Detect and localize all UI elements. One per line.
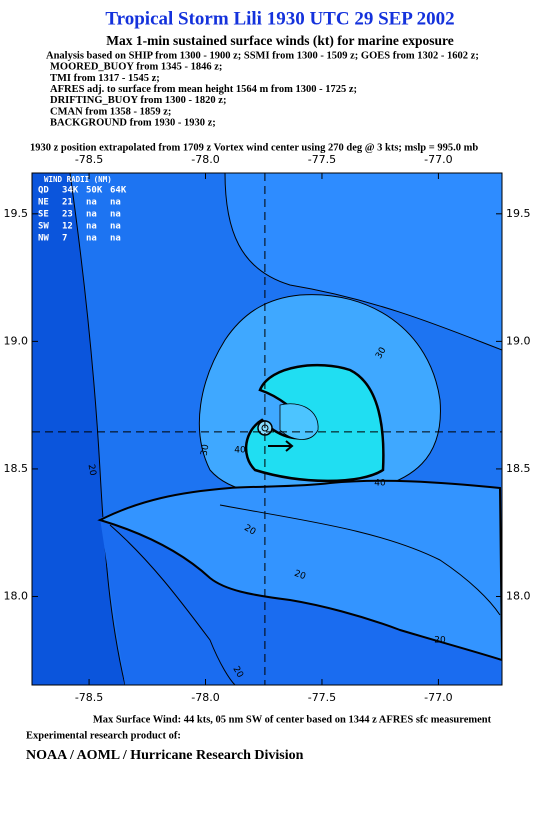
radii-header: 64K [110, 186, 127, 196]
y-tick-label: 18.0 [506, 589, 531, 602]
contour-label: 20 [86, 464, 98, 477]
radii-cell: na [110, 210, 121, 220]
radii-header: 34K [62, 186, 79, 196]
x-tick-label: -77.0 [424, 153, 452, 166]
y-tick-label: 19.0 [4, 334, 29, 347]
x-tick-label: -77.0 [424, 691, 452, 704]
contour-label: 20 [293, 569, 307, 582]
x-tick-label: -78.5 [75, 691, 103, 704]
radii-cell: SW [38, 222, 49, 232]
y-tick-label: 19.0 [506, 334, 531, 347]
y-tick-label: 19.5 [506, 207, 531, 220]
radii-title: WIND RADII (NM) [44, 175, 112, 184]
organization: NOAA / AOML / Hurricane Research Divisio… [26, 748, 304, 763]
analysis-line: BACKGROUND from 1930 - 1930 z; [50, 118, 216, 129]
contour-label: 30 [200, 443, 212, 456]
radii-cell: na [110, 234, 121, 244]
product-note: Experimental research product of: [26, 730, 181, 741]
analysis-line: DRIFTING_BUOY from 1300 - 1820 z; [50, 95, 226, 106]
radii-cell: 12 [62, 222, 73, 232]
analysis-line: CMAN from 1358 - 1859 z; [50, 106, 171, 117]
radii-cell: NE [38, 198, 49, 208]
radii-cell: SE [38, 210, 49, 220]
analysis-line: AFRES adj. to surface from mean height 1… [50, 84, 357, 95]
radii-header: 50K [86, 186, 103, 196]
contour-label: 40 [374, 479, 386, 489]
radii-cell: na [86, 210, 97, 220]
x-tick-label: -77.5 [308, 153, 336, 166]
radii-cell: na [110, 222, 121, 232]
radii-header: QD [38, 186, 49, 196]
radii-cell: na [86, 222, 97, 232]
contour-label: 40 [234, 446, 246, 456]
position-note: 1930 z position extrapolated from 1709 z… [30, 142, 478, 153]
x-tick-label: -78.0 [191, 153, 219, 166]
analysis-line: Analysis based on SHIP from 1300 - 1900 … [46, 50, 479, 61]
plot-frame [31, 172, 503, 686]
radii-cell: NW [38, 234, 49, 244]
subtitle: Max 1-min sustained surface winds (kt) f… [106, 33, 454, 48]
y-tick-label: 19.5 [4, 207, 29, 220]
analysis-line: TMI from 1317 - 1545 z; [50, 73, 160, 84]
title: Tropical Storm Lili 1930 UTC 29 SEP 2002 [105, 8, 454, 29]
x-tick-label: -77.5 [308, 691, 336, 704]
radii-cell: na [86, 198, 97, 208]
radii-cell: 7 [62, 234, 67, 244]
radii-cell: na [110, 198, 121, 208]
y-tick-label: 18.0 [4, 589, 29, 602]
y-tick-label: 18.5 [506, 462, 531, 475]
radii-cell: na [86, 234, 97, 244]
contour-label: 20 [434, 636, 446, 646]
analysis-lines: Analysis based on SHIP from 1300 - 1900 … [46, 50, 479, 128]
x-tick-label: -78.0 [191, 691, 219, 704]
radii-cell: 21 [62, 198, 73, 208]
y-tick-label: 18.5 [4, 462, 29, 475]
x-tick-label: -78.5 [75, 153, 103, 166]
max-wind-note: Max Surface Wind: 44 kts, 05 nm SW of ce… [93, 714, 492, 725]
analysis-line: MOORED_BUOY from 1345 - 1846 z; [50, 62, 222, 73]
radii-cell: 23 [62, 210, 73, 220]
